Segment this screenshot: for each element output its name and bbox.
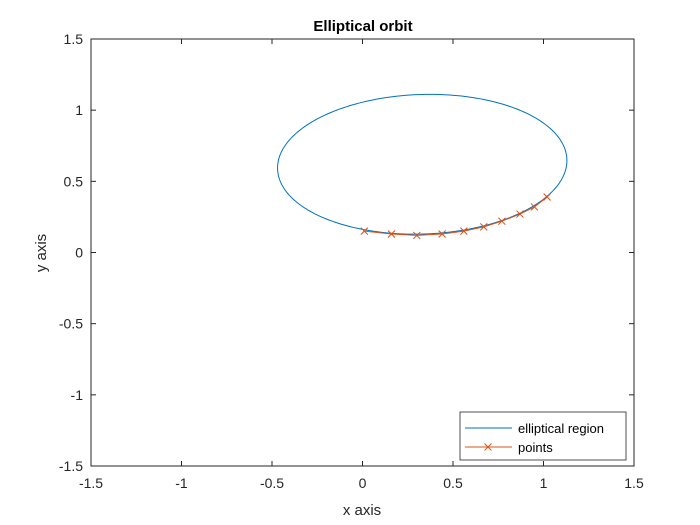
y-axis-label: y axis [33,234,50,272]
axis-ticks: -1.5 -1 -0.5 0 0.5 1 1.5 -1.5 -1 -0.5 0 0.5 1 1.5 [59,31,644,491]
data-point-marker [498,217,506,226]
series-points-line [364,196,548,236]
legend-label-points: points [518,440,553,455]
legend-x-marker [484,443,492,451]
data-point-marker [460,227,468,236]
data-point-marker [438,230,446,238]
x-tick-label: 0.5 [443,475,463,491]
y-tick-label: -0.5 [59,316,83,332]
series-elliptical-region-line [277,93,568,235]
x-tick-label: -1 [175,475,188,491]
data-point-marker [479,223,488,231]
data-point-marker [360,227,369,236]
x-tick-label: 1.5 [624,475,644,491]
y-tick-label: -1.5 [59,458,83,474]
y-tick-label: 0 [75,245,83,261]
x-axis-label: x axis [343,502,381,519]
data-point-marker [412,231,421,240]
data-point-marker [516,210,524,218]
x-tick-label: 0 [359,475,367,491]
data-point-marker [387,230,396,238]
legend-marker-points [484,443,492,451]
legend: elliptical region points [459,411,627,461]
legend-box [459,411,627,461]
legend-label-elliptical-region: elliptical region [518,421,604,436]
chart-title: Elliptical orbit [313,18,412,35]
y-tick-label: 1 [75,102,83,118]
x-tick-label: -1.5 [79,475,103,491]
data-point-marker [530,203,539,211]
y-tick-label: 1.5 [64,31,84,47]
x-tick-label: -0.5 [260,475,284,491]
y-tick-label: -1 [71,387,84,403]
data-point-marker [543,193,551,201]
y-tick-label: 0.5 [64,173,84,189]
plot-area [90,38,635,467]
series-group [277,93,568,240]
x-tick-label: 1 [540,475,548,491]
